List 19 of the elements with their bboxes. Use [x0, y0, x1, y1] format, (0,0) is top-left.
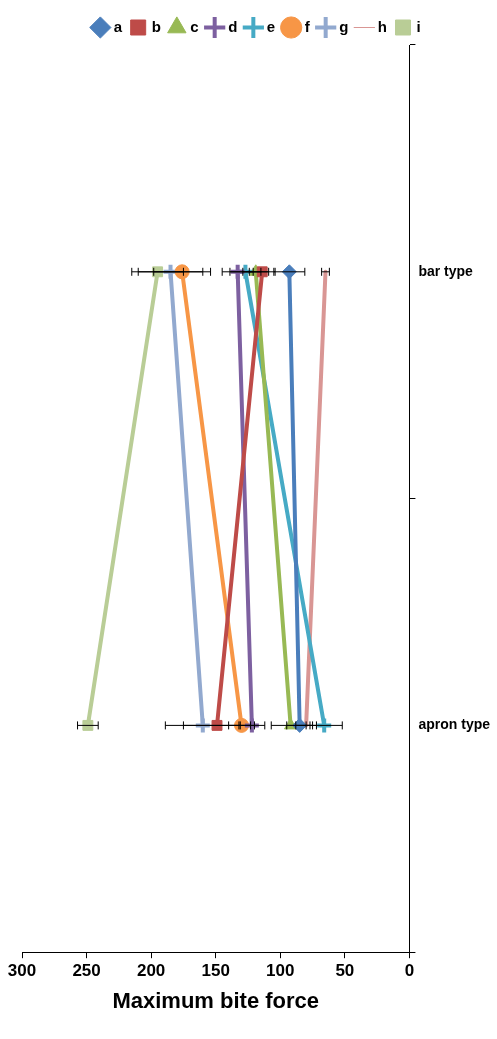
x-tick-label: 250 — [72, 961, 101, 981]
x-tick-label: 150 — [201, 961, 230, 981]
y-tick-label: apron type — [418, 716, 491, 733]
legend-label: h — [377, 17, 388, 35]
legend-label: c — [190, 17, 199, 35]
legend-label: i — [416, 17, 421, 35]
x-tick-label: 100 — [266, 961, 295, 981]
x-tick-label: 300 — [7, 961, 37, 981]
legend-label: f — [304, 17, 311, 35]
y-tick-label: bar type — [418, 262, 474, 279]
x-tick-label: 200 — [136, 961, 166, 981]
legend-label: e — [266, 17, 276, 35]
legend-label: d — [228, 17, 238, 35]
legend-label: g — [339, 17, 349, 35]
x-axis-title: Maximum bite force — [112, 987, 320, 1013]
legend-label: b — [151, 17, 161, 35]
x-tick-label: 0 — [404, 961, 415, 981]
legend-label: a — [113, 17, 123, 35]
x-tick-label: 50 — [335, 961, 355, 981]
